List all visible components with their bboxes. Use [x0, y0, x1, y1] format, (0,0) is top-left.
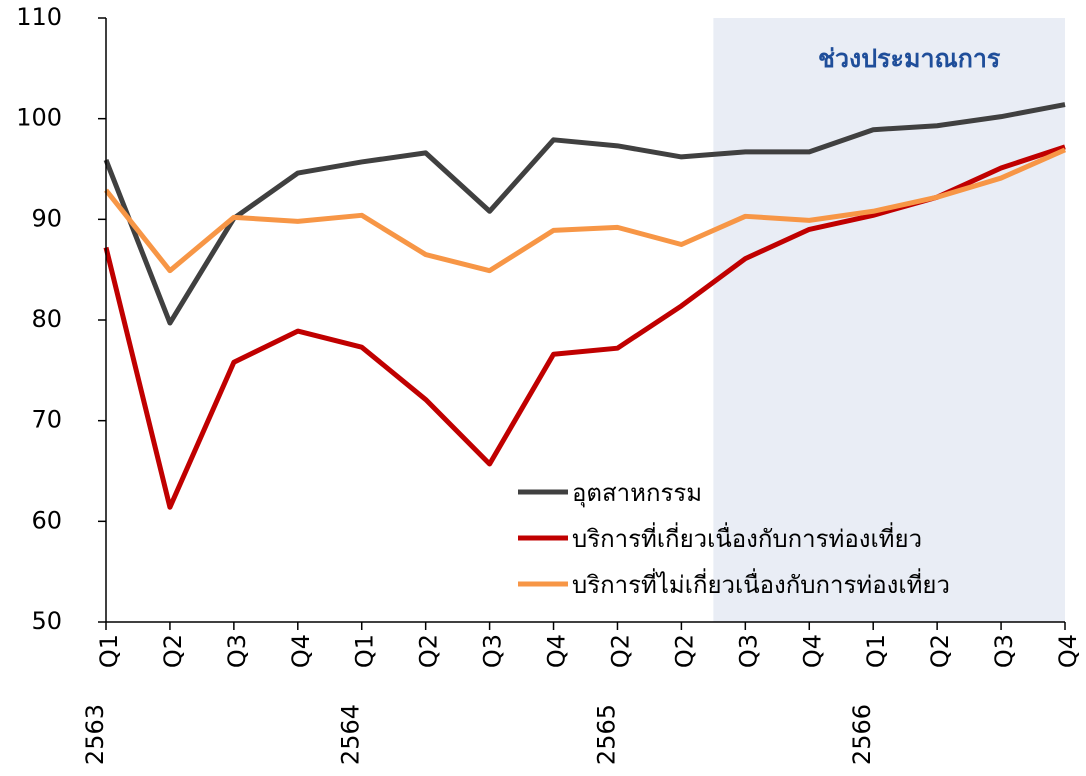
series-line — [104, 147, 1067, 274]
axes: 50 60 70 80 90 100 110 Q1 Q2 Q3 Q4 Q1 Q2 Q3 Q4 Q2 Q2 Q3 Q4… — [16, 3, 1082, 765]
x-group-label: 2565 — [592, 704, 620, 765]
y-tick-label: 60 — [31, 506, 62, 534]
x-tick-label: Q2 — [926, 634, 954, 668]
x-tick-label: Q3 — [223, 634, 251, 668]
x-tick-label: Q2 — [670, 634, 698, 668]
y-tick-label: 80 — [31, 305, 62, 333]
x-tick-label: Q1 — [862, 634, 890, 668]
x-tick-label: Q2 — [415, 634, 443, 668]
legend-label: อุตสาหกรรม — [572, 479, 702, 508]
x-tick-label: Q3 — [479, 634, 507, 668]
x-group-label: 2566 — [848, 704, 876, 765]
forecast-band — [713, 18, 1065, 622]
y-tick-label: 110 — [16, 3, 62, 31]
x-tick-label: Q4 — [543, 634, 571, 668]
x-tick-label: Q2 — [606, 634, 634, 668]
x-tick-label: Q1 — [351, 634, 379, 668]
forecast-region: ช่วงประมาณการ — [713, 18, 1065, 622]
x-tick-label: Q1 — [95, 634, 123, 668]
y-tick-label: 90 — [31, 204, 62, 232]
x-group-label: 2564 — [337, 704, 365, 765]
x-tick-label: Q3 — [734, 634, 762, 668]
legend-label: บริการที่ไม่เกี่ยวเนื่องกับการท่องเที่ยว — [572, 568, 950, 599]
lines — [103, 102, 1067, 510]
legend-label: บริการที่เกี่ยวเนื่องกับการท่องเที่ยว — [572, 522, 922, 553]
x-tick-label: Q4 — [1054, 634, 1082, 668]
x-tick-label: Q4 — [287, 634, 315, 668]
x-tick-label: Q3 — [990, 634, 1018, 668]
x-group-label: 2563 — [81, 704, 109, 765]
x-tick-label: Q2 — [159, 634, 187, 668]
y-tick-label: 100 — [16, 104, 62, 132]
forecast-label: ช่วงประมาณการ — [818, 44, 1001, 73]
y-tick-label: 70 — [31, 406, 62, 434]
y-tick-label: 50 — [31, 607, 62, 635]
series-line — [103, 102, 1066, 326]
x-tick-label: Q4 — [798, 634, 826, 668]
